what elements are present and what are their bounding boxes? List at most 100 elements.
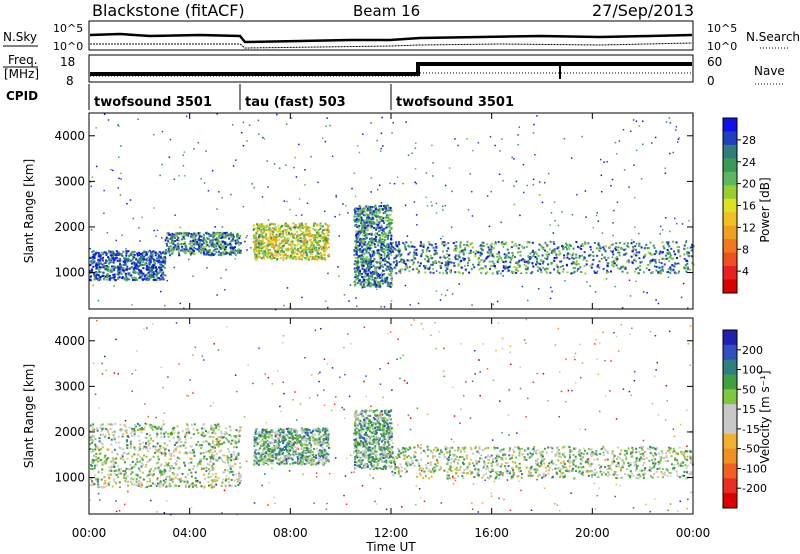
noise-cell bbox=[435, 202, 438, 205]
data-cell bbox=[216, 238, 219, 241]
data-cell bbox=[217, 476, 220, 479]
data-cell bbox=[445, 266, 448, 269]
noise-cell bbox=[642, 291, 645, 293]
noise-cell bbox=[304, 184, 306, 186]
data-cell bbox=[198, 443, 201, 446]
data-cell bbox=[156, 433, 159, 436]
data-cell bbox=[323, 236, 326, 239]
data-cell bbox=[216, 459, 219, 462]
data-cell bbox=[501, 243, 504, 246]
nsearch-label: N.Search bbox=[746, 30, 800, 44]
data-cell bbox=[287, 225, 290, 228]
data-cell bbox=[360, 221, 363, 224]
data-cell bbox=[271, 222, 274, 225]
data-cell bbox=[94, 474, 97, 477]
data-cell bbox=[253, 250, 256, 253]
data-cell bbox=[263, 226, 266, 229]
data-cell bbox=[229, 425, 232, 428]
data-cell bbox=[226, 458, 229, 461]
data-cell bbox=[254, 246, 257, 249]
data-cell bbox=[298, 250, 301, 253]
data-cell bbox=[640, 260, 643, 263]
noise-cell bbox=[206, 267, 208, 269]
data-cell bbox=[459, 244, 462, 247]
data-cell bbox=[429, 271, 432, 274]
data-cell bbox=[668, 256, 671, 259]
data-cell bbox=[517, 260, 520, 263]
data-cell bbox=[298, 226, 301, 229]
data-cell bbox=[122, 267, 125, 270]
data-cell bbox=[686, 251, 689, 254]
data-cell bbox=[136, 252, 139, 255]
data-cell bbox=[177, 432, 180, 435]
data-cell bbox=[232, 465, 235, 468]
data-cell bbox=[618, 241, 621, 244]
data-cell bbox=[149, 260, 152, 263]
data-cell bbox=[140, 269, 143, 272]
data-cell bbox=[263, 250, 266, 253]
noise-cell bbox=[488, 255, 491, 257]
data-cell bbox=[131, 257, 134, 260]
data-cell bbox=[175, 484, 178, 487]
data-cell bbox=[207, 431, 210, 434]
data-cell bbox=[134, 277, 137, 280]
beam-title: Beam 16 bbox=[353, 2, 420, 20]
data-cell bbox=[210, 429, 213, 432]
noise-cell bbox=[349, 284, 352, 286]
data-cell bbox=[160, 463, 163, 466]
data-cell bbox=[119, 263, 122, 266]
noise-cell bbox=[117, 187, 119, 189]
data-cell bbox=[633, 258, 636, 261]
data-cell bbox=[118, 257, 121, 260]
data-cell bbox=[659, 269, 662, 272]
data-cell bbox=[276, 239, 279, 242]
data-cell bbox=[143, 278, 146, 281]
data-cell bbox=[190, 471, 193, 474]
data-cell bbox=[307, 226, 310, 229]
data-cell bbox=[228, 233, 231, 236]
data-cell bbox=[550, 250, 553, 253]
data-cell bbox=[597, 241, 600, 244]
data-cell bbox=[163, 472, 166, 475]
data-cell bbox=[237, 480, 240, 483]
data-cell bbox=[210, 445, 213, 448]
data-cell bbox=[253, 233, 256, 236]
data-cell bbox=[555, 264, 558, 267]
data-cell bbox=[365, 232, 368, 235]
data-cell bbox=[363, 269, 366, 272]
data-cell bbox=[269, 232, 272, 235]
data-cell bbox=[459, 249, 462, 252]
data-cell bbox=[320, 254, 323, 257]
noise-cell bbox=[301, 214, 303, 216]
noise-cell bbox=[389, 182, 391, 185]
data-cell bbox=[394, 249, 397, 252]
data-cell bbox=[598, 249, 601, 252]
data-cell bbox=[167, 435, 170, 438]
data-cell bbox=[389, 223, 392, 226]
data-cell bbox=[169, 467, 172, 470]
data-cell bbox=[501, 259, 504, 262]
noise-cell bbox=[335, 194, 337, 197]
data-cell bbox=[378, 285, 381, 288]
noise-tick-high-left: 10^5 bbox=[53, 22, 83, 35]
noise-cell bbox=[364, 229, 367, 232]
data-cell bbox=[620, 266, 623, 269]
data-cell bbox=[171, 477, 174, 480]
data-cell bbox=[521, 245, 524, 248]
data-cell bbox=[373, 238, 376, 241]
data-cell bbox=[362, 259, 365, 262]
data-cell bbox=[176, 456, 179, 459]
noise-cell bbox=[335, 196, 337, 198]
data-cell bbox=[381, 264, 384, 267]
data-cell bbox=[219, 450, 222, 453]
data-cell bbox=[158, 483, 161, 486]
data-cell bbox=[308, 230, 311, 233]
data-cell bbox=[309, 235, 312, 238]
data-cell bbox=[491, 254, 494, 257]
data-cell bbox=[369, 238, 372, 241]
data-cell bbox=[167, 238, 170, 241]
data-cell bbox=[269, 255, 272, 258]
data-cell bbox=[98, 437, 101, 440]
data-cell bbox=[326, 232, 329, 235]
noise-cell bbox=[536, 115, 538, 117]
